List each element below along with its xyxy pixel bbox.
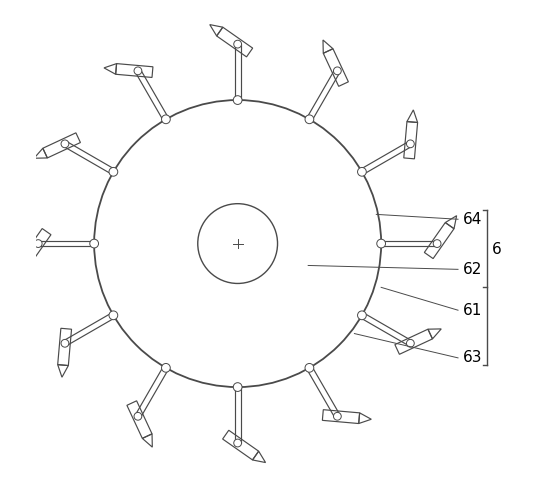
Circle shape (109, 167, 118, 176)
Circle shape (161, 115, 170, 123)
Circle shape (90, 239, 99, 248)
Circle shape (358, 311, 366, 320)
Text: 63: 63 (463, 350, 482, 366)
Circle shape (233, 95, 242, 104)
Text: 6: 6 (492, 243, 502, 257)
Circle shape (233, 383, 242, 392)
Text: 64: 64 (463, 212, 482, 227)
Circle shape (305, 115, 314, 123)
Circle shape (406, 339, 414, 347)
Circle shape (161, 364, 170, 372)
Circle shape (134, 412, 142, 420)
Circle shape (433, 240, 441, 247)
Circle shape (334, 67, 341, 75)
Circle shape (234, 439, 242, 447)
Circle shape (61, 140, 69, 148)
Circle shape (35, 240, 42, 247)
Circle shape (234, 40, 242, 48)
Text: 62: 62 (463, 262, 482, 277)
Circle shape (334, 412, 341, 420)
Circle shape (134, 67, 142, 75)
Circle shape (61, 339, 69, 347)
Circle shape (358, 167, 366, 176)
Circle shape (377, 239, 386, 248)
Circle shape (109, 311, 118, 320)
Circle shape (94, 100, 381, 387)
Circle shape (406, 140, 414, 148)
Circle shape (305, 364, 314, 372)
Text: 61: 61 (463, 303, 482, 318)
